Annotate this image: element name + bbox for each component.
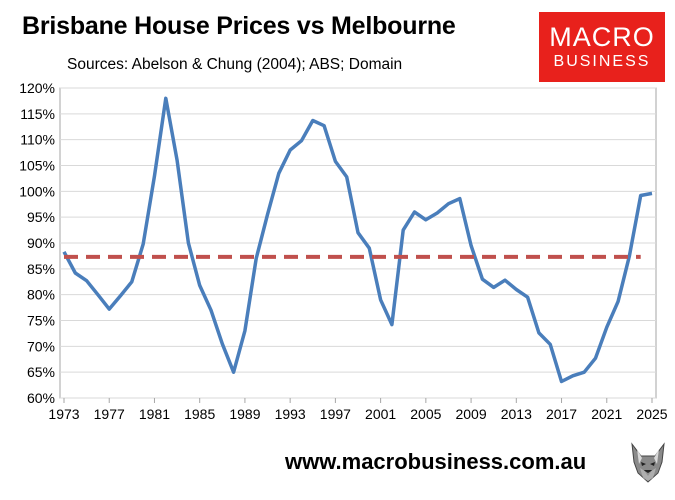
website-url[interactable]: www.macrobusiness.com.au: [285, 449, 587, 474]
x-tick-label: 2009: [455, 406, 486, 422]
logo-line-business: BUSINESS: [553, 53, 651, 70]
y-tick-label: 90%: [27, 235, 55, 251]
y-tick-label: 120%: [19, 80, 55, 96]
y-tick-label: 65%: [27, 364, 55, 380]
chart-title: Brisbane House Prices vs Melbourne: [22, 12, 456, 40]
x-tick-label: 1985: [184, 406, 215, 422]
y-tick-label: 85%: [27, 261, 55, 277]
price-ratio-line: [62, 96, 653, 384]
x-tick-label: 2021: [591, 406, 622, 422]
y-tick-label: 95%: [27, 209, 55, 225]
gridlines: [60, 87, 656, 399]
series-group: [62, 96, 653, 384]
y-tick-label: 115%: [20, 106, 55, 122]
macrobusiness-logo[interactable]: MACRO BUSINESS: [539, 12, 665, 82]
x-tick-label: 2017: [546, 406, 577, 422]
y-axis: 60% 65% 70% 75% 80% 85% 90% 95% 100% 105% 110% 115%…: [19, 80, 55, 406]
wolf-logo-icon: [626, 440, 670, 484]
x-tick-label: 1989: [229, 406, 260, 422]
y-tick-label: 70%: [27, 338, 55, 354]
x-tick-label: 1997: [320, 406, 351, 422]
x-tick-label: 2005: [410, 406, 441, 422]
y-tick-label: 110%: [20, 132, 55, 148]
chart-subtitle: Sources: Abelson & Chung (2004); ABS; Do…: [67, 56, 403, 73]
x-tick-label: 1981: [139, 406, 170, 422]
x-tick-label: 1993: [275, 406, 306, 422]
y-tick-label: 60%: [27, 390, 55, 406]
x-tick-label: 1977: [94, 406, 125, 422]
y-tick-label: 105%: [19, 158, 55, 174]
x-tick-label: 2001: [365, 406, 396, 422]
x-tick-label: 2013: [501, 406, 532, 422]
x-tick-label: 2025: [636, 406, 667, 422]
y-tick-label: 75%: [27, 313, 55, 329]
x-tick-label: 1973: [48, 406, 79, 422]
x-axis: 1973 1977 1981 1985 1989 1993 1997 2001 2005 2009…: [48, 398, 668, 422]
logo-line-macro: MACRO: [549, 22, 655, 52]
y-tick-label: 80%: [27, 287, 55, 303]
y-tick-label: 100%: [19, 183, 55, 199]
